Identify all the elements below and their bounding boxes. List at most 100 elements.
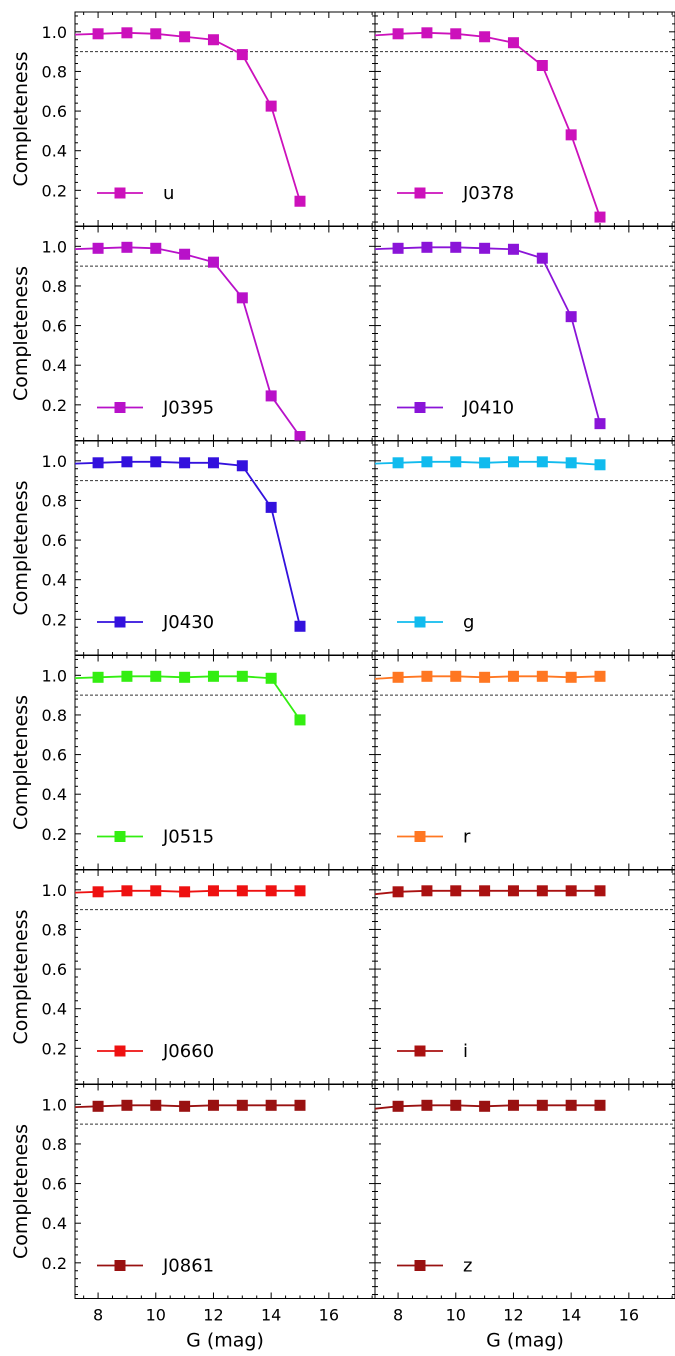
x-tick-label: 16 bbox=[319, 1306, 339, 1325]
data-point bbox=[236, 292, 248, 304]
y-tick-label: 0.8 bbox=[42, 706, 67, 725]
y-tick-label: 0.6 bbox=[42, 102, 67, 121]
legend-marker bbox=[114, 187, 126, 199]
y-tick-label: 0.6 bbox=[42, 746, 67, 765]
y-tick-label: 0.2 bbox=[42, 1039, 67, 1058]
data-point bbox=[121, 241, 133, 253]
data-point bbox=[92, 242, 104, 254]
data-point bbox=[479, 1100, 491, 1112]
data-point bbox=[392, 457, 404, 469]
y-tick-label: 0.2 bbox=[42, 825, 67, 844]
data-point bbox=[294, 885, 306, 897]
data-point bbox=[507, 37, 519, 49]
y-tick-label: 0.2 bbox=[42, 1254, 67, 1273]
legend-label: J0378 bbox=[462, 183, 514, 204]
y-tick-label: 0.4 bbox=[42, 142, 67, 161]
subplot-j0515: 0.2 0.4 0.6 0.8 1.0 Completeness J0515 bbox=[10, 655, 376, 870]
series-line bbox=[75, 675, 301, 721]
data-point bbox=[421, 456, 433, 468]
series-line bbox=[75, 31, 301, 202]
legend-marker bbox=[414, 831, 426, 842]
legend-marker bbox=[414, 616, 426, 628]
subplot-j0861: 0.2 0.4 0.6 0.8 1.0 Completeness 8 10 12 14 16 G (m… bbox=[10, 1084, 376, 1352]
subplot-r: r bbox=[374, 655, 675, 870]
data-point bbox=[450, 885, 462, 897]
legend-label: J0660 bbox=[162, 1041, 214, 1062]
data-point bbox=[150, 28, 162, 40]
data-point bbox=[565, 129, 577, 141]
x-tick-label: 8 bbox=[393, 1306, 403, 1325]
data-point bbox=[294, 195, 306, 207]
x-axis-label: G (mag) bbox=[486, 1330, 564, 1352]
data-point bbox=[392, 671, 404, 683]
data-point bbox=[265, 501, 277, 513]
legend-label: J0410 bbox=[462, 398, 514, 419]
series-j0378 bbox=[375, 27, 606, 223]
data-point bbox=[265, 100, 277, 112]
subplot-j0378: J0378 bbox=[374, 11, 675, 227]
y-tick-label: 0.8 bbox=[42, 491, 67, 510]
data-point bbox=[507, 243, 519, 255]
data-point bbox=[150, 670, 162, 682]
y-axis-label: Completeness bbox=[10, 51, 32, 186]
data-point bbox=[536, 885, 548, 897]
y-tick-label: 0.2 bbox=[42, 610, 67, 629]
data-point bbox=[179, 886, 191, 898]
subplot-j0430: 0.2 0.4 0.6 0.8 1.0 Completeness J0430 bbox=[10, 440, 376, 656]
y-tick-label: 0.6 bbox=[42, 1175, 67, 1194]
legend-marker bbox=[114, 831, 126, 842]
data-point bbox=[179, 457, 191, 469]
data-point bbox=[179, 248, 191, 260]
series-j0410 bbox=[375, 241, 606, 430]
data-point bbox=[565, 671, 577, 683]
data-point bbox=[479, 31, 491, 43]
y-tick-label: 1.0 bbox=[42, 881, 67, 900]
data-point bbox=[479, 885, 491, 897]
data-point bbox=[179, 671, 191, 683]
x-tick-label: 14 bbox=[261, 1306, 281, 1325]
y-tick-label: 1.0 bbox=[42, 23, 67, 42]
data-point bbox=[450, 28, 462, 40]
data-point bbox=[594, 418, 606, 430]
data-point bbox=[236, 670, 248, 682]
data-point bbox=[565, 311, 577, 323]
data-point bbox=[392, 1100, 404, 1112]
data-point bbox=[450, 670, 462, 682]
data-point bbox=[479, 457, 491, 469]
y-tick-label: 1.0 bbox=[42, 1095, 67, 1114]
data-point bbox=[236, 49, 248, 61]
subplot-j0395: 0.2 0.4 0.6 0.8 1.0 Completeness J0395 bbox=[10, 226, 376, 441]
x-axis-label: G (mag) bbox=[186, 1330, 264, 1352]
x-tick-label: 12 bbox=[203, 1306, 223, 1325]
data-point bbox=[507, 670, 519, 682]
data-point bbox=[536, 60, 548, 71]
data-point bbox=[207, 885, 219, 897]
data-point bbox=[594, 885, 606, 897]
data-point bbox=[92, 1100, 104, 1112]
data-point bbox=[121, 670, 133, 682]
data-point bbox=[150, 885, 162, 897]
data-point bbox=[207, 670, 219, 682]
data-point bbox=[236, 885, 248, 897]
data-point bbox=[150, 456, 162, 468]
y-tick-label: 0.8 bbox=[42, 277, 67, 296]
x-tick-label: 10 bbox=[446, 1306, 466, 1325]
y-tick-label: 0.4 bbox=[42, 571, 67, 590]
data-point bbox=[294, 431, 306, 441]
data-point bbox=[536, 252, 548, 264]
subplot-i: i bbox=[374, 869, 675, 1085]
legend-marker bbox=[414, 1260, 426, 1271]
legend-marker bbox=[414, 187, 426, 199]
data-point bbox=[121, 27, 133, 39]
data-point bbox=[265, 885, 277, 897]
y-axis-label: Completeness bbox=[10, 480, 32, 615]
data-point bbox=[121, 885, 133, 897]
y-tick-label: 1.0 bbox=[42, 666, 67, 685]
y-axis-label: Completeness bbox=[10, 266, 32, 401]
data-point bbox=[565, 457, 577, 469]
data-point bbox=[565, 885, 577, 897]
data-point bbox=[421, 1099, 433, 1111]
y-tick-label: 0.4 bbox=[42, 1214, 67, 1233]
data-point bbox=[479, 242, 491, 254]
